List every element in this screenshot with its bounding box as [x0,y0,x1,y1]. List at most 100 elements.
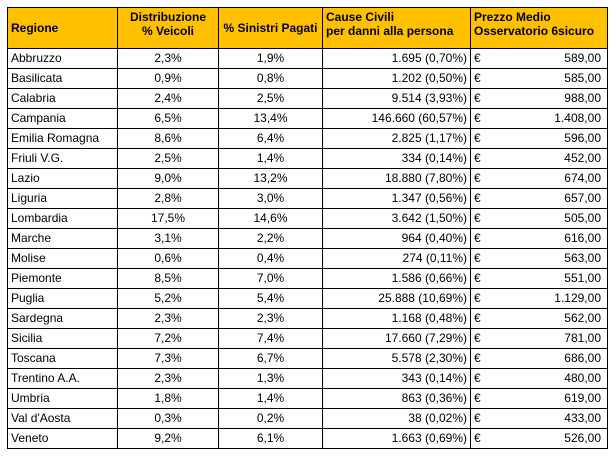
cell-regione: Marche [7,228,118,249]
cell-currency-symbol: € [470,288,493,309]
cell-veicoli: 0,6% [117,248,219,269]
cell-prezzo: 452,00 [492,148,608,169]
cell-cause-civili: 18.880 (7,80%) [322,168,471,189]
cell-prezzo: 505,00 [492,208,608,229]
cell-veicoli: 2,3% [117,48,219,69]
cell-cause-civili: 5.578 (2,30%) [322,348,471,369]
cell-veicoli: 2,4% [117,88,219,109]
cell-prezzo: 563,00 [492,248,608,269]
header-distribuzione: Distribuzione % Veicoli [117,7,219,49]
cell-cause-civili: 1.663 (0,69%) [322,428,471,449]
cell-regione: Campania [7,108,118,129]
cell-currency-symbol: € [470,388,493,409]
cell-sinistri: 6,1% [218,428,323,449]
cell-prezzo: 781,00 [492,328,608,349]
cell-veicoli: 6,5% [117,108,219,129]
cell-regione: Calabria [7,88,118,109]
cell-regione: Basilicata [7,68,118,89]
cell-currency-symbol: € [470,188,493,209]
cell-veicoli: 8,6% [117,128,219,149]
cell-cause-civili: 17.660 (7,29%) [322,328,471,349]
table-row: Basilicata 0,9% 0,8% 1.202 (0,50%) €585,00 [7,68,608,89]
header-distribuzione-line2: % Veicoli [141,24,195,38]
cell-prezzo: 596,00 [492,128,608,149]
table-row: Piemonte 8,5% 7,0% 1.586 (0,66%) €551,00 [7,268,608,289]
cell-prezzo: 674,00 [492,168,608,189]
cell-veicoli: 8,5% [117,268,219,289]
cell-sinistri: 5,4% [218,288,323,309]
insurance-data-table: Regione Distribuzione % Veicoli % Sinist… [7,7,608,449]
cell-veicoli: 9,0% [117,168,219,189]
cell-prezzo: 619,00 [492,388,608,409]
cell-regione: Friuli V.G. [7,148,118,169]
cell-regione: Umbria [7,388,118,409]
cell-prezzo: 686,00 [492,348,608,369]
table-row: Calabria 2,4% 2,5% 9.514 (3,93%) €988,00 [7,88,608,109]
cell-regione: Sardegna [7,308,118,329]
cell-cause-civili: 1.695 (0,70%) [322,48,471,69]
cell-cause-civili: 1.586 (0,66%) [322,268,471,289]
header-sinistri: % Sinistri Pagati [218,7,323,49]
cell-veicoli: 0,9% [117,68,219,89]
cell-prezzo: 480,00 [492,368,608,389]
cell-sinistri: 14,6% [218,208,323,229]
cell-cause-civili: 25.888 (10,69%) [322,288,471,309]
cell-prezzo: 433,00 [492,408,608,429]
cell-currency-symbol: € [470,48,493,69]
table-row: Marche 3,1% 2,2% 964 (0,40%) €616,00 [7,228,608,249]
table-row: Abbruzzo 2,3% 1,9% 1.695 (0,70%) €589,00 [7,48,608,69]
cell-currency-symbol: € [470,248,493,269]
cell-cause-civili: 1.202 (0,50%) [322,68,471,89]
cell-regione: Piemonte [7,268,118,289]
cell-sinistri: 2,3% [218,308,323,329]
cell-cause-civili: 9.514 (3,93%) [322,88,471,109]
cell-sinistri: 1,4% [218,388,323,409]
cell-regione: Trentino A.A. [7,368,118,389]
table-header: Regione Distribuzione % Veicoli % Sinist… [7,7,608,49]
cell-sinistri: 6,7% [218,348,323,369]
cell-veicoli: 9,2% [117,428,219,449]
cell-sinistri: 0,4% [218,248,323,269]
cell-currency-symbol: € [470,348,493,369]
header-prezzo-medio: Prezzo Medio Osservatorio 6sicuro [470,7,608,49]
cell-regione: Toscana [7,348,118,369]
cell-cause-civili: 343 (0,14%) [322,368,471,389]
table-row: Toscana 7,3% 6,7% 5.578 (2,30%) €686,00 [7,348,608,369]
cell-sinistri: 1,9% [218,48,323,69]
header-cause-civili: Cause Civili per danni alla persona [322,7,471,49]
cell-regione: Puglia [7,288,118,309]
cell-regione: Emilia Romagna [7,128,118,149]
cell-sinistri: 13,4% [218,108,323,129]
cell-cause-civili: 334 (0,14%) [322,148,471,169]
cell-cause-civili: 274 (0,11%) [322,248,471,269]
cell-sinistri: 2,5% [218,88,323,109]
cell-sinistri: 6,4% [218,128,323,149]
table-row: Veneto 9,2% 6,1% 1.663 (0,69%) €526,00 [7,428,608,449]
cell-currency-symbol: € [470,268,493,289]
cell-veicoli: 2,3% [117,308,219,329]
cell-cause-civili: 1.168 (0,48%) [322,308,471,329]
header-prezzo-line2: Osservatorio 6sicuro [474,24,595,38]
cell-currency-symbol: € [470,428,493,449]
cell-currency-symbol: € [470,168,493,189]
table-row: Val d'Aosta 0,3% 0,2% 38 (0,02%) €433,00 [7,408,608,429]
cell-regione: Molise [7,248,118,269]
cell-currency-symbol: € [470,148,493,169]
cell-currency-symbol: € [470,68,493,89]
cell-prezzo: 657,00 [492,188,608,209]
cell-regione: Veneto [7,428,118,449]
cell-cause-civili: 3.642 (1,50%) [322,208,471,229]
cell-currency-symbol: € [470,308,493,329]
table-row: Umbria 1,8% 1,4% 863 (0,36%) €619,00 [7,388,608,409]
cell-veicoli: 2,8% [117,188,219,209]
cell-sinistri: 0,8% [218,68,323,89]
cell-currency-symbol: € [470,408,493,429]
cell-veicoli: 0,3% [117,408,219,429]
table-row: Lombardia 17,5% 14,6% 3.642 (1,50%) €505,00 [7,208,608,229]
cell-veicoli: 2,3% [117,368,219,389]
cell-veicoli: 3,1% [117,228,219,249]
cell-prezzo: 585,00 [492,68,608,89]
cell-sinistri: 7,0% [218,268,323,289]
cell-prezzo: 589,00 [492,48,608,69]
cell-prezzo: 988,00 [492,88,608,109]
